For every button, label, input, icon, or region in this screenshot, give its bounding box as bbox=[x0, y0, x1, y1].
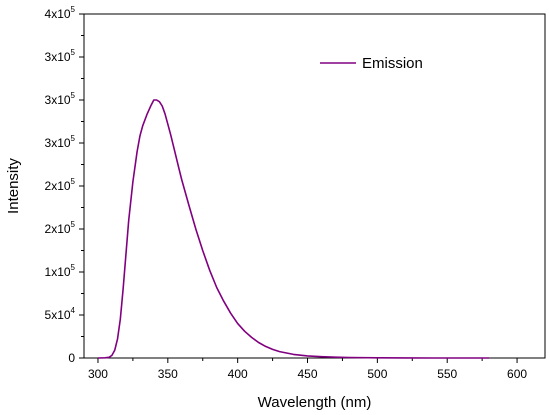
y-tick-label: 1x105 bbox=[45, 263, 76, 279]
x-tick-labels: 300 350 400 450 500 550 600 bbox=[88, 367, 527, 381]
series-layer bbox=[97, 99, 490, 359]
y-tick-label: 3x105 bbox=[45, 48, 76, 64]
y-tick-labels: 0 5x104 1x105 2x105 2x105 3x105 3x105 3x105 4x10… bbox=[45, 5, 76, 365]
y-tick-label: 2x105 bbox=[45, 177, 76, 193]
x-tick-label: 450 bbox=[297, 367, 317, 381]
y-tick-label: 3x105 bbox=[45, 91, 76, 107]
plot-border bbox=[83, 13, 546, 359]
x-tick-label: 300 bbox=[88, 367, 108, 381]
series-line-emission bbox=[97, 99, 490, 359]
x-axis-title: Wavelength (nm) bbox=[258, 394, 372, 411]
legend: Emission bbox=[320, 55, 423, 72]
plot-frame bbox=[83, 13, 546, 359]
x-tick-label: 400 bbox=[228, 367, 248, 381]
y-tick-label: 0 bbox=[68, 351, 75, 365]
axis-ticks bbox=[79, 13, 518, 363]
legend-label-emission: Emission bbox=[362, 55, 423, 72]
y-axis-title: Intensity bbox=[5, 158, 22, 214]
x-tick-label: 600 bbox=[507, 367, 527, 381]
y-tick-label: 4x105 bbox=[45, 5, 76, 21]
x-tick-label: 500 bbox=[367, 367, 387, 381]
y-tick-label: 2x105 bbox=[45, 220, 76, 236]
x-tick-label: 350 bbox=[158, 367, 178, 381]
y-tick-label: 3x105 bbox=[45, 134, 76, 150]
x-tick-label: 550 bbox=[437, 367, 457, 381]
y-tick-label: 5x104 bbox=[45, 306, 76, 322]
